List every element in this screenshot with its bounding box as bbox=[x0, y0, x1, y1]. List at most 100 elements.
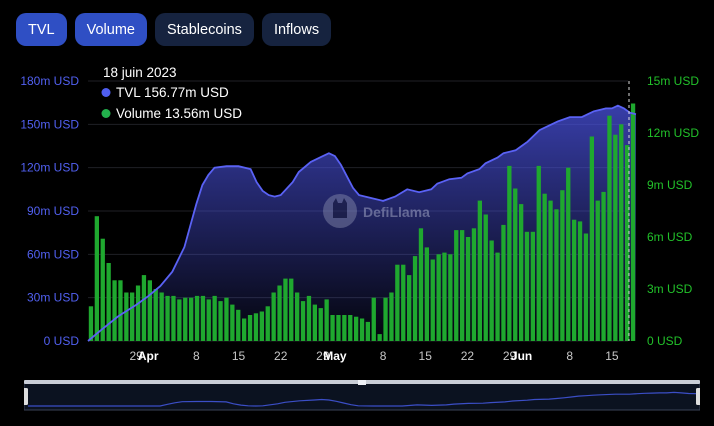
tab-volume[interactable]: Volume bbox=[74, 13, 147, 46]
volume-bar[interactable] bbox=[607, 115, 612, 341]
volume-bar[interactable] bbox=[383, 297, 388, 341]
volume-bar[interactable] bbox=[572, 219, 577, 341]
volume-bar[interactable] bbox=[242, 318, 247, 342]
volume-bar[interactable] bbox=[247, 315, 253, 341]
volume-bar[interactable] bbox=[395, 264, 400, 341]
volume-bar[interactable] bbox=[519, 204, 524, 341]
volume-bar[interactable] bbox=[424, 247, 429, 341]
tab-tvl[interactable]: TVL bbox=[16, 13, 67, 46]
volume-bar[interactable] bbox=[583, 233, 589, 342]
volume-bar[interactable] bbox=[312, 304, 317, 341]
volume-bar[interactable] bbox=[259, 311, 264, 342]
volume-bar[interactable] bbox=[483, 214, 488, 342]
volume-bar[interactable] bbox=[224, 297, 229, 341]
volume-bar[interactable] bbox=[477, 200, 482, 341]
volume-bar[interactable] bbox=[577, 221, 583, 341]
volume-bar[interactable] bbox=[377, 334, 382, 341]
volume-bar[interactable] bbox=[630, 103, 636, 342]
volume-bar[interactable] bbox=[348, 315, 353, 341]
volume-bar[interactable] bbox=[589, 136, 594, 342]
tab-stablecoins[interactable]: Stablecoins bbox=[154, 13, 254, 46]
volume-bar[interactable] bbox=[200, 295, 206, 341]
volume-bar[interactable] bbox=[342, 315, 347, 341]
volume-bar[interactable] bbox=[460, 230, 465, 341]
volume-bar[interactable] bbox=[566, 167, 571, 341]
range-handle-right[interactable] bbox=[696, 388, 700, 405]
volume-bar[interactable] bbox=[336, 315, 341, 341]
volume-bar[interactable] bbox=[595, 200, 600, 341]
volume-bar[interactable] bbox=[277, 285, 282, 342]
volume-bar[interactable] bbox=[471, 228, 477, 341]
volume-bar[interactable] bbox=[513, 188, 518, 342]
volume-bar[interactable] bbox=[318, 308, 323, 341]
volume-bar[interactable] bbox=[542, 193, 547, 341]
volume-bar[interactable] bbox=[389, 292, 394, 342]
volume-bar[interactable] bbox=[141, 275, 147, 341]
volume-bar[interactable] bbox=[548, 200, 553, 341]
volume-bar[interactable] bbox=[465, 237, 471, 341]
volume-bar[interactable] bbox=[401, 264, 406, 341]
volume-bar[interactable] bbox=[365, 321, 370, 341]
volume-bar[interactable] bbox=[153, 289, 158, 341]
volume-bar[interactable] bbox=[118, 280, 123, 341]
volume-bar[interactable] bbox=[230, 304, 235, 341]
volume-bar[interactable] bbox=[442, 252, 447, 341]
tvl-volume-chart[interactable]: 0 USD 30m USD 60m USD 90m USD 120m USD 150m U… bbox=[0, 60, 714, 380]
volume-bar[interactable] bbox=[501, 224, 506, 341]
volume-bar[interactable] bbox=[489, 240, 494, 342]
volume-bar[interactable] bbox=[354, 316, 359, 341]
volume-bar[interactable] bbox=[418, 228, 424, 341]
volume-bar[interactable] bbox=[524, 231, 530, 341]
volume-bar[interactable] bbox=[183, 297, 188, 341]
range-selector[interactable] bbox=[24, 380, 700, 412]
volume-bar[interactable] bbox=[159, 292, 164, 342]
volume-bar[interactable] bbox=[206, 299, 211, 341]
volume-bar[interactable] bbox=[283, 278, 288, 341]
volume-bar[interactable] bbox=[359, 318, 365, 342]
volume-bar[interactable] bbox=[236, 309, 241, 341]
volume-bar[interactable] bbox=[300, 301, 306, 341]
volume-bar[interactable] bbox=[560, 190, 565, 341]
volume-bar[interactable] bbox=[448, 254, 453, 341]
volume-bar[interactable] bbox=[495, 252, 500, 341]
volume-bar[interactable] bbox=[619, 124, 624, 341]
volume-bar[interactable] bbox=[454, 230, 459, 341]
volume-bar[interactable] bbox=[106, 263, 111, 341]
volume-bar[interactable] bbox=[218, 301, 223, 341]
volume-bar[interactable] bbox=[94, 216, 99, 341]
volume-bar[interactable] bbox=[271, 292, 276, 342]
volume-bar[interactable] bbox=[147, 280, 152, 341]
volume-bar[interactable] bbox=[112, 280, 117, 341]
volume-bar[interactable] bbox=[430, 259, 435, 342]
volume-bar[interactable] bbox=[289, 278, 294, 341]
volume-bar[interactable] bbox=[100, 238, 105, 341]
volume-bar[interactable] bbox=[253, 313, 259, 341]
volume-bar[interactable] bbox=[212, 295, 217, 341]
volume-bar[interactable] bbox=[536, 165, 541, 341]
volume-bar[interactable] bbox=[412, 256, 418, 341]
range-handle-left[interactable] bbox=[24, 388, 28, 405]
volume-bar[interactable] bbox=[177, 299, 182, 341]
volume-bar[interactable] bbox=[507, 165, 512, 341]
volume-bar[interactable] bbox=[530, 231, 535, 341]
volume-bar[interactable] bbox=[171, 295, 176, 341]
volume-bar[interactable] bbox=[306, 295, 312, 341]
volume-bar[interactable] bbox=[165, 295, 170, 341]
volume-bar[interactable] bbox=[324, 299, 329, 341]
volume-bar[interactable] bbox=[124, 292, 129, 342]
tab-inflows[interactable]: Inflows bbox=[261, 13, 332, 46]
volume-bar[interactable] bbox=[130, 292, 135, 342]
volume-bar[interactable] bbox=[265, 306, 270, 341]
volume-bar[interactable] bbox=[625, 145, 630, 341]
volume-bar[interactable] bbox=[371, 297, 376, 341]
volume-bar[interactable] bbox=[135, 285, 141, 342]
volume-bar[interactable] bbox=[554, 209, 559, 341]
volume-bar[interactable] bbox=[613, 134, 618, 341]
volume-bar[interactable] bbox=[189, 297, 194, 341]
range-bar-grip[interactable] bbox=[358, 380, 366, 385]
volume-bar[interactable] bbox=[295, 292, 300, 342]
volume-bar[interactable] bbox=[330, 315, 335, 341]
volume-bar[interactable] bbox=[407, 275, 412, 341]
volume-bar[interactable] bbox=[194, 295, 200, 341]
volume-bar[interactable] bbox=[601, 191, 606, 341]
